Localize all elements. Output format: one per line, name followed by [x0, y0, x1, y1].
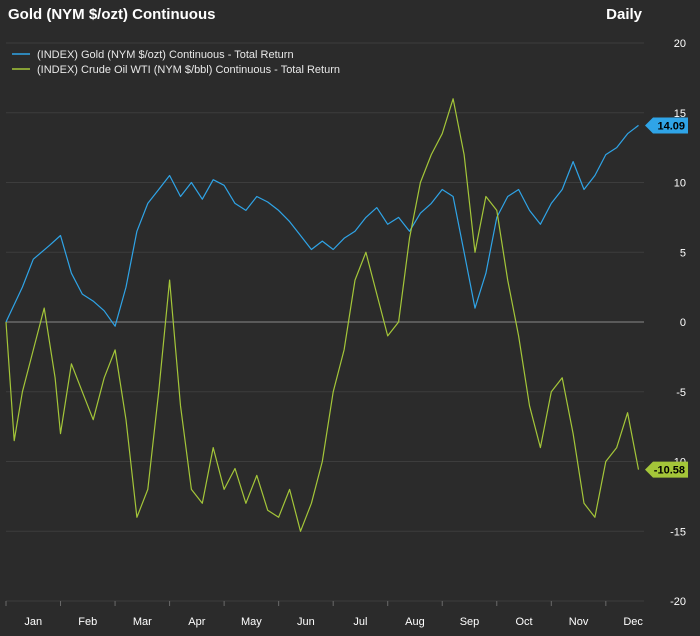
legend-entry: (INDEX) Gold (NYM $/ozt) Continuous - To…: [37, 49, 294, 61]
x-tick-label: Nov: [569, 616, 589, 628]
chart-title: Gold (NYM $/ozt) Continuous: [8, 6, 216, 23]
series-line-gold: [5, 124, 639, 327]
series-group: [5, 98, 640, 532]
x-tick-label: Jan: [24, 616, 42, 628]
y-tick-label: 0: [680, 317, 686, 329]
series-line-crude-oil: [5, 98, 640, 532]
x-tick-label: Apr: [188, 616, 205, 628]
last-value-badge: [645, 461, 688, 478]
y-tick-label: 5: [680, 247, 686, 259]
last-value-label: -10.58: [654, 465, 685, 477]
x-tick-label: Dec: [623, 616, 643, 628]
x-tick-label: Feb: [78, 616, 97, 628]
y-tick-label: -20: [670, 596, 686, 608]
y-tick-label: -15: [670, 526, 686, 538]
x-tick-label: Mar: [133, 616, 152, 628]
grid-lines: [6, 42, 644, 602]
last-value-badge: [645, 117, 688, 134]
x-tick-label: Jun: [297, 616, 315, 628]
x-axis: Jan Feb Mar Apr May Jun Jul Aug Sep Oct Nov Dec: [5, 601, 643, 628]
x-tick-label: Oct: [515, 616, 532, 628]
period-label: Daily: [606, 6, 642, 23]
last-value-label: 14.09: [657, 120, 685, 132]
y-tick-label: -5: [676, 387, 686, 399]
y-tick-label: 10: [674, 178, 686, 190]
y-tick-label: 15: [674, 108, 686, 120]
x-tick-label: Jul: [353, 616, 367, 628]
last-value-badges: 14.09 -10.58: [645, 117, 688, 478]
x-tick-label: Aug: [405, 616, 425, 628]
plot-background: [6, 43, 644, 606]
legend-entry: (INDEX) Crude Oil WTI (NYM $/bbl) Contin…: [37, 64, 340, 76]
legend: (INDEX) Gold (NYM $/ozt) Continuous - To…: [12, 49, 340, 76]
y-tick-label: 20: [674, 38, 686, 50]
x-tick-label: Sep: [460, 616, 480, 628]
x-tick-label: May: [241, 616, 262, 628]
